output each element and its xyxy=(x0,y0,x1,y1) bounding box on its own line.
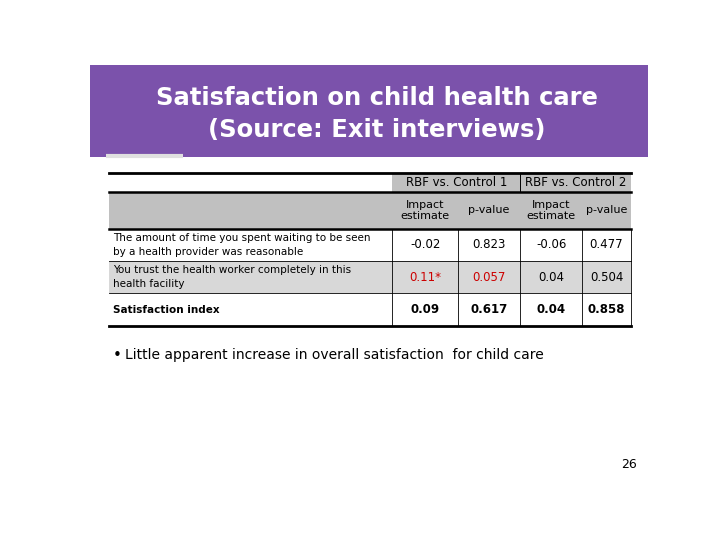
Text: 0.823: 0.823 xyxy=(472,239,506,252)
Text: Little apparent increase in overall satisfaction  for child care: Little apparent increase in overall sati… xyxy=(125,348,544,362)
Bar xyxy=(109,229,631,261)
Text: -0.02: -0.02 xyxy=(410,239,441,252)
Bar xyxy=(90,65,648,157)
Text: The amount of time you spent waiting to be seen: The amount of time you spent waiting to … xyxy=(113,233,371,243)
Text: 0.477: 0.477 xyxy=(590,239,624,252)
Text: (Source: Exit interviews): (Source: Exit interviews) xyxy=(208,118,546,142)
Text: Satisfaction index: Satisfaction index xyxy=(113,305,220,315)
Text: 0.09: 0.09 xyxy=(410,303,440,316)
Text: Impact
estimate: Impact estimate xyxy=(526,200,576,221)
Text: Satisfaction on child health care: Satisfaction on child health care xyxy=(156,86,598,110)
Text: Impact
estimate: Impact estimate xyxy=(400,200,450,221)
Text: 0.11*: 0.11* xyxy=(409,271,441,284)
Text: 0.04: 0.04 xyxy=(536,303,566,316)
Text: by a health provider was reasonable: by a health provider was reasonable xyxy=(113,247,304,257)
Text: health facility: health facility xyxy=(113,279,185,289)
Text: 26: 26 xyxy=(621,458,636,471)
Text: -0.06: -0.06 xyxy=(536,239,567,252)
Text: RBF vs. Control 1: RBF vs. Control 1 xyxy=(405,176,507,188)
Text: 0.04: 0.04 xyxy=(538,271,564,284)
Text: RBF vs. Control 2: RBF vs. Control 2 xyxy=(525,176,626,188)
Text: 0.617: 0.617 xyxy=(470,303,508,316)
Bar xyxy=(109,293,631,326)
Text: p-value: p-value xyxy=(469,205,510,215)
Text: 0.858: 0.858 xyxy=(588,303,625,316)
Text: 0.504: 0.504 xyxy=(590,271,624,284)
Bar xyxy=(392,173,631,192)
Bar xyxy=(109,192,631,229)
Text: p-value: p-value xyxy=(586,205,627,215)
Text: You trust the health worker completely in this: You trust the health worker completely i… xyxy=(113,265,351,275)
Bar xyxy=(109,261,631,294)
Text: •: • xyxy=(113,348,122,362)
Text: 0.057: 0.057 xyxy=(472,271,506,284)
